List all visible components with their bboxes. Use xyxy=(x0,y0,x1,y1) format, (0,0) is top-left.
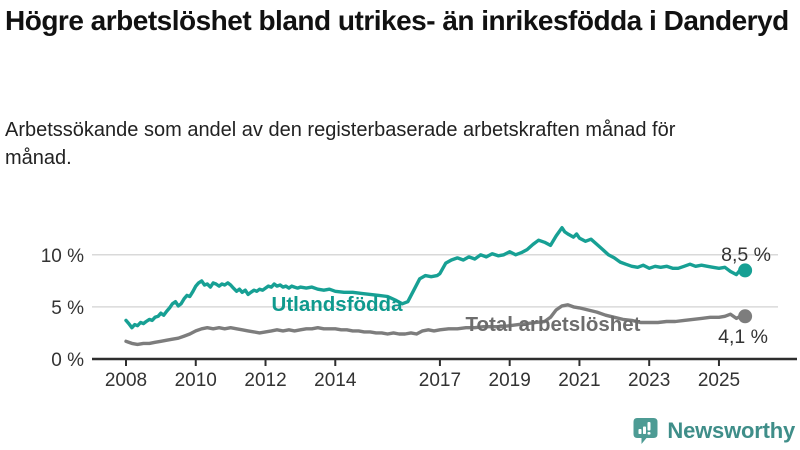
series-end-dot xyxy=(738,263,753,278)
series-line-total-arbetsl-shet xyxy=(124,303,747,347)
newsworthy-attribution: Newsworthy xyxy=(632,417,795,445)
x-tick-label: 2012 xyxy=(244,370,286,391)
y-tick-label: 0 % xyxy=(51,350,84,371)
series-end-dot xyxy=(738,309,753,324)
series-inline-label: Total arbetslöshet xyxy=(465,313,640,336)
x-tick-label: 2019 xyxy=(489,370,531,391)
x-tick-label: 2014 xyxy=(314,370,357,391)
newsworthy-brand-name: Newsworthy xyxy=(667,418,795,443)
y-tick-label: 10 % xyxy=(41,246,84,267)
x-tick-label: 2010 xyxy=(175,370,217,391)
chart-title: Högre arbetslöshet bland utrikes- än inr… xyxy=(5,5,789,36)
series-line-utlandsf-dda xyxy=(124,225,747,330)
y-tick-label: 5 % xyxy=(51,298,84,319)
series-end-value-label: 8,5 % xyxy=(721,244,771,266)
newsworthy-logo-icon xyxy=(633,418,658,444)
series-end-value-label: 4,1 % xyxy=(718,326,768,348)
x-tick-label: 2023 xyxy=(628,370,670,391)
x-tick-label: 2021 xyxy=(558,370,600,391)
series-inline-label: Utlandsfödda xyxy=(272,293,404,316)
x-tick-label: 2025 xyxy=(698,370,740,391)
x-tick-label: 2017 xyxy=(419,370,461,391)
x-tick-label: 2008 xyxy=(105,370,147,391)
bar-chart-exclamation-glyph xyxy=(638,422,651,435)
chart-subtitle: Arbetssökande som andel av den registerb… xyxy=(5,119,676,169)
